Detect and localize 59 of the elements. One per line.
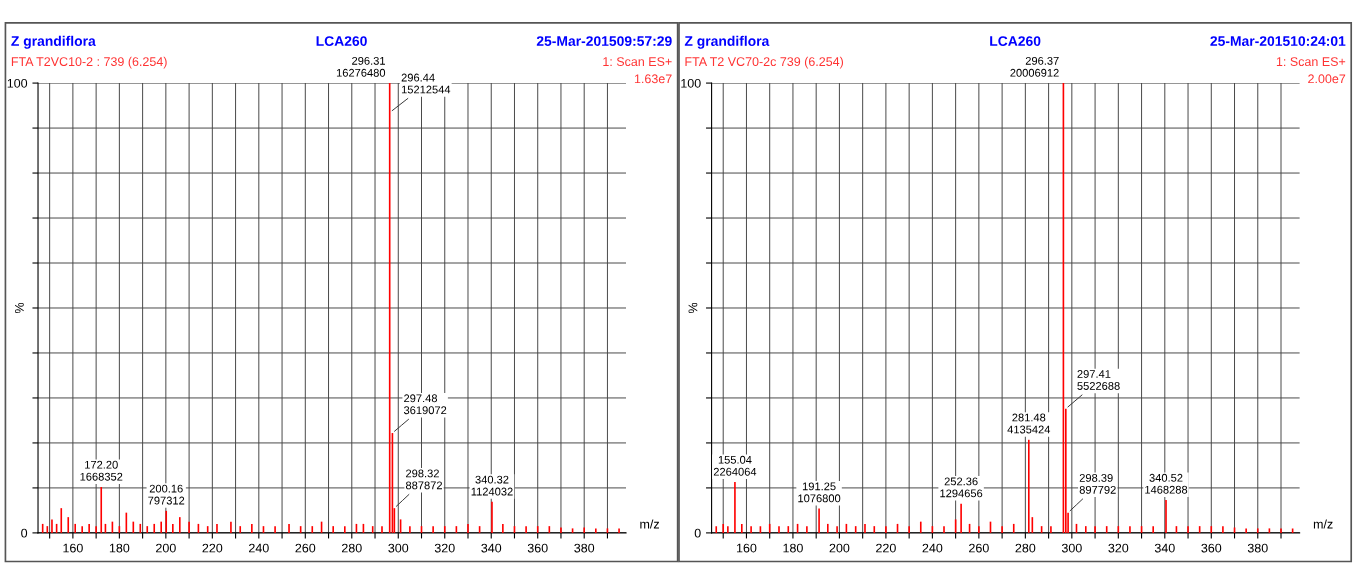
text: LCA260 (990, 36, 1041, 46)
annotation: 191.25 1076800 (798, 482, 841, 503)
x-axis-title: m/z (640, 519, 659, 529)
x-tick-label: 300 (1061, 543, 1082, 553)
annotation: 172.20 1668352 (80, 460, 123, 481)
x-tick-label: 160 (736, 543, 757, 553)
x-tick-label: 220 (876, 543, 896, 553)
annotation: 252.36 1294656 (940, 477, 983, 498)
x-tick-label: 360 (1201, 543, 1222, 553)
x-tick-label: 360 (527, 543, 548, 553)
text: LCA260 (316, 36, 367, 46)
x-tick-label: 160 (63, 543, 83, 553)
annotation: 296.44 15212544 (401, 73, 451, 94)
annotation: 340.52 1468288 (1145, 473, 1188, 494)
x-tick-label: 220 (202, 543, 223, 553)
annotation: 200.16 797312 (148, 484, 185, 505)
y-tick-label: 0 (21, 528, 28, 538)
y-axis-title: % (688, 302, 698, 314)
annotation: 296.37 20006912 (1010, 56, 1059, 77)
annotation: 155.04 2264064 (713, 455, 757, 476)
y-axis-title: % (15, 302, 24, 314)
x-tick-label: 340 (1154, 543, 1175, 553)
annotation: 297.41 5522688 (1077, 370, 1120, 390)
annotation: 297.48 3619072 (403, 394, 447, 415)
x-tick-label: 320 (1108, 543, 1129, 553)
annotation: 281.48 4135424 (1007, 413, 1051, 434)
x-tick-label: 260 (295, 543, 316, 553)
y-tick-label: 0 (694, 528, 701, 538)
x-tick-label: 280 (341, 543, 362, 553)
y-tick-label: 100 (7, 78, 28, 88)
x-tick-label: 380 (574, 543, 595, 553)
chart-title: Z grandiflora (684, 35, 770, 49)
annotation: 296.31 16276480 (336, 56, 386, 77)
x-tick-label: 320 (434, 543, 455, 553)
chart-subtitle: FTA T2 VC70-2c 739 (6.254) (685, 56, 844, 69)
y-tick-label: 100 (681, 78, 701, 88)
x-tick-label: 260 (969, 543, 989, 553)
text: 1: Scan ES+ (1276, 57, 1346, 67)
text: 1.63e7 (634, 74, 672, 84)
x-axis-title: m/z (1313, 519, 1333, 529)
x-tick-label: 240 (922, 543, 943, 553)
x-tick-label: 380 (1247, 543, 1268, 553)
text: 2.00e7 (1308, 74, 1346, 84)
text: 25-Mar-201510:24:01 (1210, 36, 1346, 46)
text: 25-Mar-201509:57:29 (536, 36, 672, 46)
x-tick-label: 340 (481, 543, 502, 553)
chart-title: Z grandiflora (11, 35, 96, 49)
text: 1: Scan ES+ (603, 57, 672, 67)
annotation: 340.32 1124032 (471, 475, 513, 496)
x-tick-label: 200 (156, 543, 176, 553)
x-tick-label: 280 (1015, 543, 1036, 553)
x-tick-label: 240 (249, 543, 269, 553)
annotation: 298.32 887872 (405, 469, 442, 490)
x-tick-label: 200 (829, 543, 850, 553)
x-tick-label: 180 (109, 543, 130, 553)
annotation: 298.39 897792 (1079, 473, 1116, 494)
x-tick-label: 300 (388, 543, 409, 553)
x-tick-label: 180 (783, 543, 803, 553)
chart-subtitle: FTA T2VC10-2 : 739 (6.254) (11, 56, 167, 69)
